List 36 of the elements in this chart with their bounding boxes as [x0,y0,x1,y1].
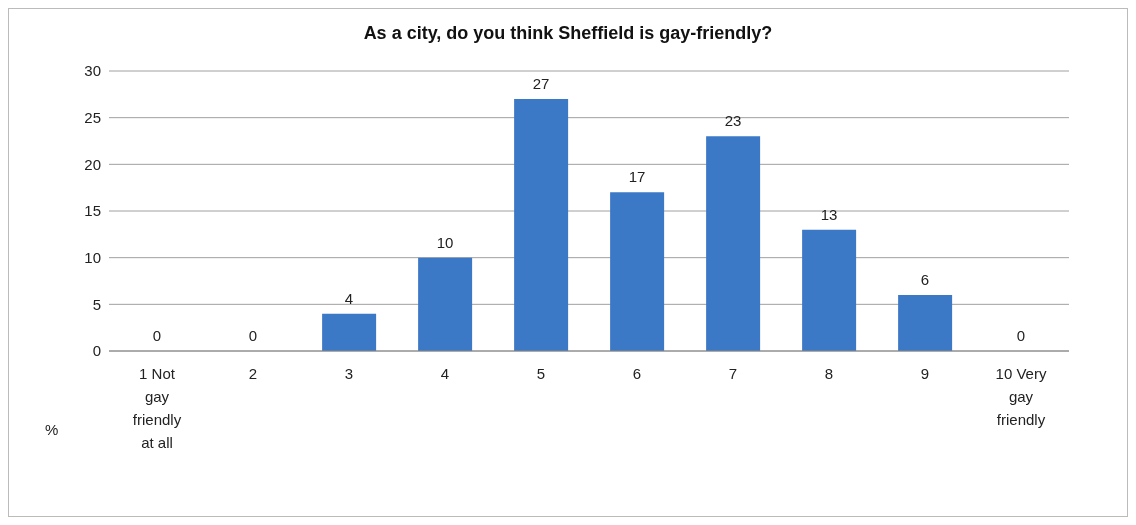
data-label: 6 [920,271,930,288]
data-label: 0 [1016,327,1026,344]
y-tick-label: 5 [92,295,101,313]
x-tick-label: 5 [536,365,546,382]
y-tick-label: 25 [84,108,101,126]
y-tick-label: 30 [84,62,101,80]
data-label: 10 [436,233,454,251]
x-tick-label: 4 [440,365,450,382]
data-label: 23 [724,112,742,130]
x-tick-label: 10 Very gay friendly [995,365,1047,428]
bar [514,99,569,351]
y-tick-label: 20 [84,155,101,173]
bar [322,313,377,351]
data-label: 27 [532,75,550,92]
data-label: 13 [820,205,838,223]
x-tick-label: 7 [728,365,738,382]
x-tick-label: 1 Not gay friendly at all [132,365,182,451]
data-label: 0 [152,327,162,344]
y-axis-title: % [45,421,59,438]
bar [418,257,473,351]
data-label: 4 [344,289,354,307]
x-tick-label: 9 [920,365,930,382]
x-tick-label: 8 [824,365,834,382]
data-label: 17 [628,168,646,186]
x-tick-label: 6 [632,365,642,382]
bar [610,192,665,351]
y-tick-label: 10 [84,248,101,266]
y-tick-label: 0 [92,342,101,360]
bar [706,136,761,351]
y-tick-label: 15 [84,202,101,220]
bar [802,229,857,351]
x-tick-label: 3 [344,365,354,382]
bar [898,295,953,351]
data-label: 0 [248,327,258,344]
chart-title: As a city, do you think Sheffield is gay-friendly? [362,23,774,44]
x-tick-label: 2 [248,365,258,382]
